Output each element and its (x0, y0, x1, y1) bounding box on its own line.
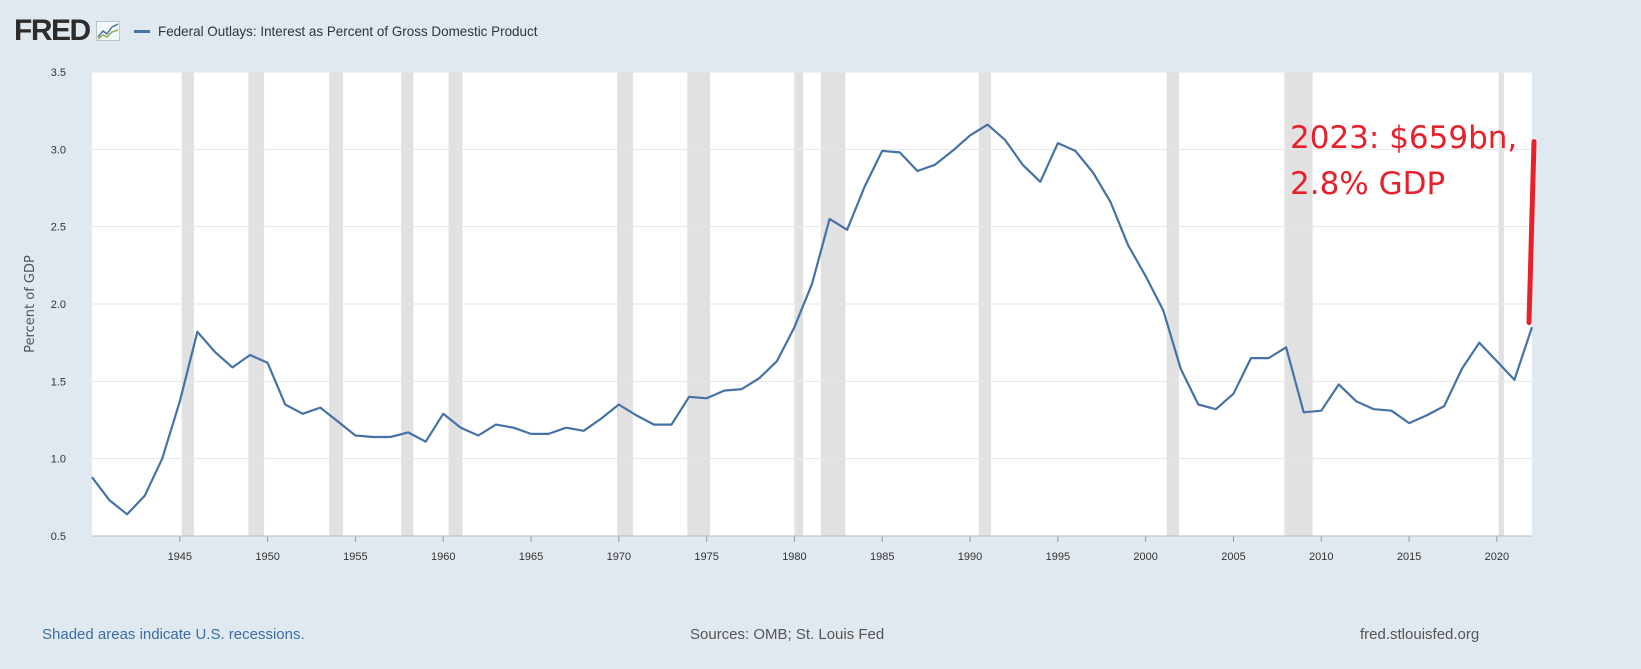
x-tick-label-4: 1965 (519, 551, 543, 563)
x-tick-label-7: 1980 (782, 551, 806, 563)
y-tick-label-1: 1.0 (51, 454, 66, 466)
chart-graph-icon (95, 21, 120, 41)
x-tick-label-0: 1945 (168, 551, 192, 563)
x-tick-label-2: 1955 (343, 551, 367, 563)
chart-header: FRED Federal Outlays: Interest as Percen… (14, 14, 553, 48)
x-axis-ticks: 1945 1950 1955 1960 1965 1970 1975 1980 1985 1990… (92, 535, 1532, 563)
x-tick-label-6: 1975 (694, 551, 718, 563)
sources-text: Sources: OMB; St. Louis Fed (690, 626, 885, 643)
series-layer (91, 123, 1534, 516)
y-axis-ticks: 0.5 1.0 1.5 2.0 2.5 3.0 3.5 (51, 67, 66, 543)
annotation-layer: 2023: $659bn, 2.8% GDP (1290, 120, 1537, 326)
annotation-text-0-0: 2023: $659bn, (1290, 120, 1517, 156)
x-tick-label-14: 2015 (1397, 551, 1421, 563)
y-tick-label-5: 3.0 (51, 144, 66, 156)
x-tick-label-10: 1995 (1046, 551, 1070, 563)
x-tick-label-8: 1985 (870, 551, 894, 563)
legend-label: Federal Outlays: Interest as Percent of … (157, 23, 538, 39)
x-tick-label-15: 2020 (1485, 551, 1509, 563)
legend-swatch (133, 29, 150, 33)
y-tick-label-4: 2.5 (51, 222, 66, 234)
y-tick-label-0: 0.5 (51, 531, 66, 543)
y-tick-label-6: 3.5 (51, 67, 66, 79)
annotation-arrow-0 (1526, 139, 1537, 326)
x-tick-label-3: 1960 (431, 551, 455, 563)
site-url[interactable]: fred.stlouisfed.org (1360, 626, 1480, 643)
x-tick-label-9: 1990 (958, 551, 982, 563)
annotation-text-0-1: 2.8% GDP (1290, 166, 1445, 202)
y-axis-title: Percent of GDP (23, 255, 38, 353)
x-tick-label-5: 1970 (607, 551, 631, 563)
x-tick-label-13: 2010 (1309, 551, 1333, 563)
series-line-0[interactable] (91, 123, 1534, 516)
x-tick-label-1: 1950 (255, 551, 279, 563)
x-tick-label-11: 2000 (1133, 551, 1157, 563)
y-tick-label-2: 1.5 (51, 376, 66, 388)
y-tick-label-3: 2.0 (51, 299, 66, 311)
recession-note-link[interactable]: Shaded areas indicate U.S. recessions. (42, 626, 305, 643)
fred-logo[interactable]: FRED (14, 14, 91, 47)
x-tick-label-12: 2005 (1221, 551, 1245, 563)
